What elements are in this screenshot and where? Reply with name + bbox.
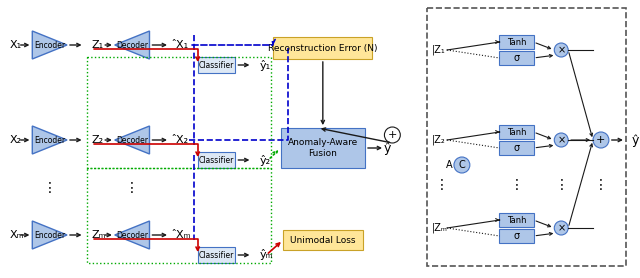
Circle shape <box>454 157 470 173</box>
Circle shape <box>593 132 609 148</box>
FancyBboxPatch shape <box>499 141 534 155</box>
FancyBboxPatch shape <box>280 128 365 168</box>
Text: Decoder: Decoder <box>116 135 148 145</box>
Text: X₁: X₁ <box>10 40 22 50</box>
Text: ŷₘ: ŷₘ <box>259 249 273 260</box>
FancyBboxPatch shape <box>198 247 236 263</box>
Text: Zₘ: Zₘ <box>92 230 106 240</box>
Circle shape <box>385 127 400 143</box>
Text: Encoder: Encoder <box>34 135 65 145</box>
Text: Xₘ: Xₘ <box>10 230 24 240</box>
Polygon shape <box>115 126 150 154</box>
Text: Encoder: Encoder <box>34 41 65 49</box>
FancyBboxPatch shape <box>499 125 534 139</box>
Text: ⋮: ⋮ <box>435 178 449 192</box>
Text: |Z₂: |Z₂ <box>432 135 446 145</box>
Text: ̂X₂: ̂X₂ <box>177 135 189 145</box>
Text: ×: × <box>557 223 565 233</box>
FancyBboxPatch shape <box>198 57 236 73</box>
Text: +: + <box>596 135 605 145</box>
Text: Decoder: Decoder <box>116 41 148 49</box>
Text: ŷ₂: ŷ₂ <box>259 155 270 165</box>
Text: C: C <box>458 160 465 170</box>
Text: A: A <box>445 160 452 170</box>
Text: ⋮: ⋮ <box>125 180 139 195</box>
Text: ⋮: ⋮ <box>554 178 568 192</box>
Text: ⋮: ⋮ <box>509 178 524 192</box>
Text: ŷ₁: ŷ₁ <box>259 59 270 71</box>
Text: ŷ: ŷ <box>383 142 390 155</box>
Text: |Z₁: |Z₁ <box>432 45 446 55</box>
Text: Z₂: Z₂ <box>92 135 104 145</box>
Text: Classifier: Classifier <box>199 155 234 165</box>
Text: σ: σ <box>513 53 520 63</box>
Text: X₂: X₂ <box>10 135 22 145</box>
Text: ̂X₁: ̂X₁ <box>177 40 189 50</box>
FancyBboxPatch shape <box>499 35 534 49</box>
FancyBboxPatch shape <box>499 213 534 227</box>
Text: σ: σ <box>513 231 520 241</box>
Text: Classifier: Classifier <box>199 61 234 70</box>
Polygon shape <box>115 221 150 249</box>
Text: Tanh: Tanh <box>507 215 526 225</box>
Circle shape <box>554 133 568 147</box>
Circle shape <box>554 221 568 235</box>
Text: ×: × <box>557 135 565 145</box>
Circle shape <box>554 43 568 57</box>
Text: ⋮: ⋮ <box>43 180 56 195</box>
Polygon shape <box>115 31 150 59</box>
Text: |Zₘ: |Zₘ <box>432 223 448 233</box>
Text: σ: σ <box>513 143 520 153</box>
Text: Encoder: Encoder <box>34 230 65 240</box>
Text: ×: × <box>557 45 565 55</box>
Polygon shape <box>32 221 67 249</box>
Text: Z₁: Z₁ <box>92 40 104 50</box>
Text: Tanh: Tanh <box>507 128 526 136</box>
Text: ̂Xₘ: ̂Xₘ <box>177 230 191 240</box>
Text: Classifier: Classifier <box>199 250 234 259</box>
Text: Decoder: Decoder <box>116 230 148 240</box>
FancyBboxPatch shape <box>198 152 236 168</box>
Polygon shape <box>32 126 67 154</box>
FancyBboxPatch shape <box>499 51 534 65</box>
FancyBboxPatch shape <box>283 230 363 250</box>
Text: ŷ: ŷ <box>632 133 639 147</box>
Polygon shape <box>32 31 67 59</box>
Text: +: + <box>388 130 397 140</box>
FancyBboxPatch shape <box>273 37 372 59</box>
Text: ⋮: ⋮ <box>594 178 608 192</box>
Text: Unimodal Loss: Unimodal Loss <box>290 235 356 244</box>
Text: Reconstruction Error (N): Reconstruction Error (N) <box>268 43 378 53</box>
Text: Anomaly-Aware
Fusion: Anomaly-Aware Fusion <box>288 138 358 158</box>
FancyBboxPatch shape <box>499 229 534 243</box>
Text: Tanh: Tanh <box>507 38 526 46</box>
